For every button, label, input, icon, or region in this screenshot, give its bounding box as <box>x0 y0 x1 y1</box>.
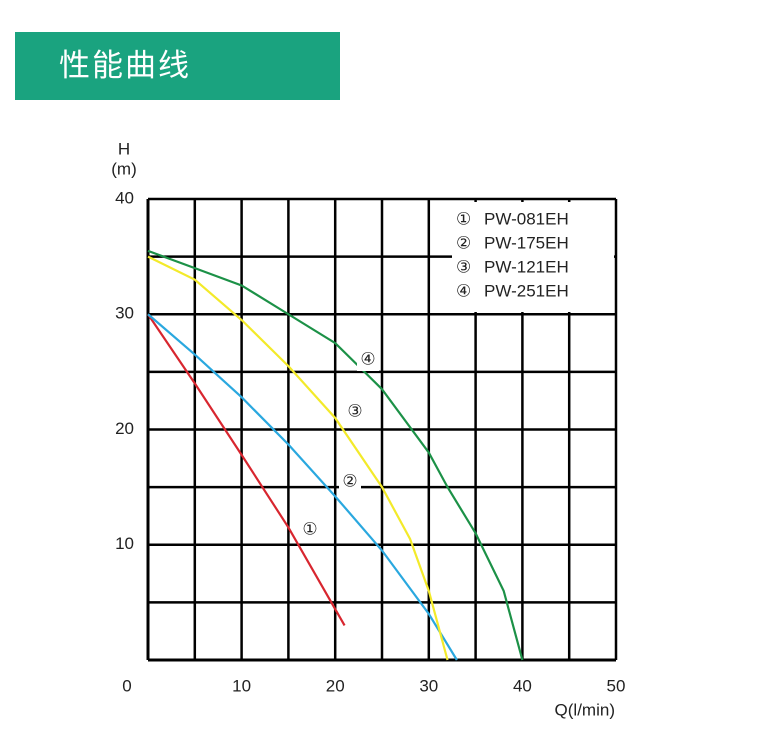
series-line <box>147 249 524 661</box>
legend-marker: ① <box>456 209 471 228</box>
curve-label-bg <box>339 471 361 493</box>
curve-label: ③ <box>347 401 362 420</box>
y-tick-label: 40 <box>115 188 134 207</box>
series-line <box>147 255 449 661</box>
curve-label-bg <box>344 401 366 423</box>
series-line <box>147 313 458 661</box>
curve-label-bg <box>299 519 321 541</box>
section-header: 性能曲线 <box>15 32 340 100</box>
y-axis-unit: (m) <box>111 159 136 178</box>
x-tick-label: 40 <box>513 676 532 695</box>
x-tick-label: 30 <box>419 676 438 695</box>
legend-label: PW-121EH <box>484 257 569 276</box>
y-tick-label: 20 <box>115 419 134 438</box>
legend-marker: ② <box>456 233 471 252</box>
y-tick-label: 30 <box>115 304 134 323</box>
curve-label: ① <box>302 519 317 538</box>
legend-label: PW-251EH <box>484 281 569 300</box>
curve-label: ④ <box>360 349 375 368</box>
x-tick-label: 0 <box>122 676 131 695</box>
x-tick-label: 20 <box>326 676 345 695</box>
curve-label: ② <box>342 471 357 490</box>
legend-marker: ③ <box>456 257 471 276</box>
curve-label-bg <box>357 349 379 371</box>
y-axis-label: H <box>118 139 130 158</box>
series-line <box>147 313 346 626</box>
legend-marker: ④ <box>456 281 471 300</box>
legend-label: PW-081EH <box>484 209 569 228</box>
x-tick-label: 50 <box>607 676 626 695</box>
x-tick-label: 10 <box>232 676 251 695</box>
legend-label: PW-175EH <box>484 233 569 252</box>
x-axis-label: Q(l/min) <box>555 700 615 719</box>
y-tick-label: 10 <box>115 534 134 553</box>
legend-box <box>452 202 614 312</box>
